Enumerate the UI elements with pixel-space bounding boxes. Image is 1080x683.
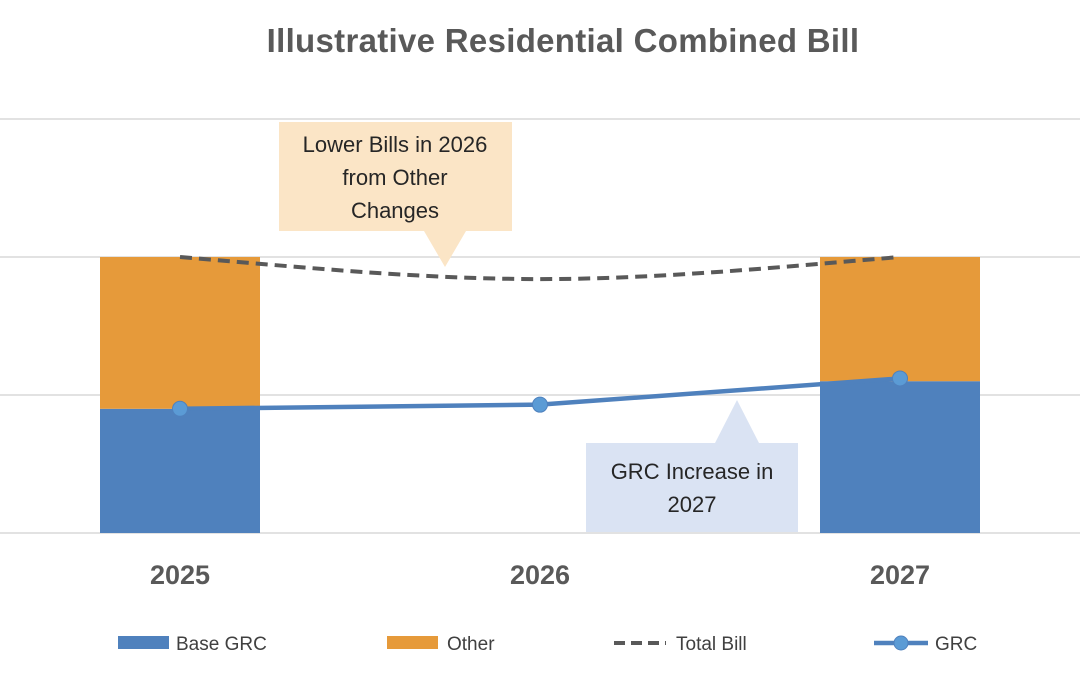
legend-label-total-bill: Total Bill xyxy=(676,634,747,655)
grc-point-2025 xyxy=(172,400,188,417)
bar-other-2025 xyxy=(100,257,260,409)
chart-title: Illustrative Residential Combined Bill xyxy=(266,22,860,59)
total-bill-line xyxy=(179,255,901,282)
x-tick-label-2027: 2027 xyxy=(870,560,930,590)
legend-swatch-other xyxy=(387,636,438,649)
grc-point-2026 xyxy=(532,396,548,413)
bar-base-grc-2027 xyxy=(820,381,980,533)
legend-label-grc: GRC xyxy=(935,634,977,655)
callout-text-lower-bills-line: from Other xyxy=(342,165,447,190)
callout-text-lower-bills-line: Changes xyxy=(351,198,439,223)
x-tick-label-2026: 2026 xyxy=(510,560,570,590)
bar-base-grc-2025 xyxy=(100,408,260,533)
x-tick-label-2025: 2025 xyxy=(150,560,210,590)
legend-label-other: Other xyxy=(447,634,495,655)
callout-box-grc-increase xyxy=(586,400,798,532)
legend-swatch-grc-marker xyxy=(893,635,909,651)
callout-text-lower-bills-line: Lower Bills in 2026 xyxy=(303,132,488,157)
callout-text-grc-increase-line: 2027 xyxy=(668,492,717,517)
bar-other-2027 xyxy=(820,257,980,382)
grc-point-2027 xyxy=(892,370,908,387)
callout-box-lower-bills xyxy=(279,122,512,267)
legend-label-base-grc: Base GRC xyxy=(176,634,267,655)
callout-text-grc-increase-line: GRC Increase in xyxy=(611,459,774,484)
legend-swatch-base-grc xyxy=(118,636,169,649)
